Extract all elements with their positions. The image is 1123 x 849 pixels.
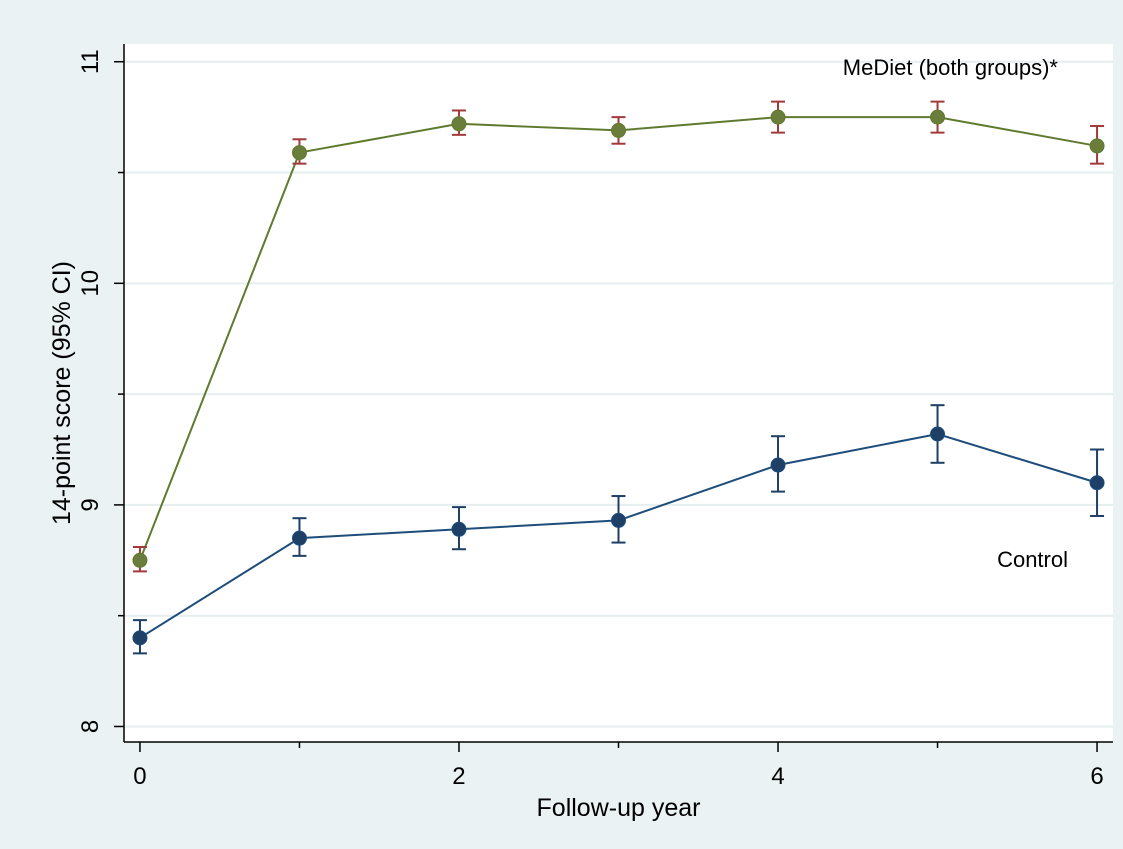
x-tick-label: 4 <box>771 763 784 790</box>
labels: Follow-up year 14-point score (95% CI) M… <box>48 55 1068 822</box>
x-tick-label: 2 <box>452 763 465 790</box>
data-point <box>611 122 626 138</box>
series-label-control: Control <box>997 547 1068 572</box>
data-point <box>291 145 307 161</box>
series-1 <box>132 404 1105 655</box>
y-tick-label: 8 <box>77 720 104 733</box>
data-point <box>451 116 467 132</box>
data-point <box>291 530 307 546</box>
y-axis-title: 14-point score (95% CI) <box>48 261 76 525</box>
y-tick-label: 10 <box>77 270 104 297</box>
series-label-mediet: MeDiet (both groups)* <box>843 55 1059 80</box>
x-tick-label: 6 <box>1090 763 1103 790</box>
x-axis-title: Follow-up year <box>537 794 701 822</box>
data-point <box>1089 138 1105 154</box>
data-point <box>930 109 946 125</box>
data-point <box>1089 475 1105 491</box>
data-point <box>132 630 148 646</box>
data-point <box>770 457 786 473</box>
data-point <box>451 521 467 537</box>
series-0 <box>132 100 1105 573</box>
data-point <box>132 552 148 568</box>
y-tick-label: 9 <box>77 498 104 511</box>
data-point <box>930 426 946 442</box>
x-tick-label: 0 <box>133 763 146 790</box>
series-layer <box>132 100 1105 655</box>
y-tick-label: 11 <box>77 49 104 74</box>
data-point <box>770 109 786 125</box>
data-point <box>611 512 626 528</box>
axes: 8 9 10 11 0 2 4 6 <box>77 44 1113 790</box>
plot-area <box>124 44 1113 742</box>
